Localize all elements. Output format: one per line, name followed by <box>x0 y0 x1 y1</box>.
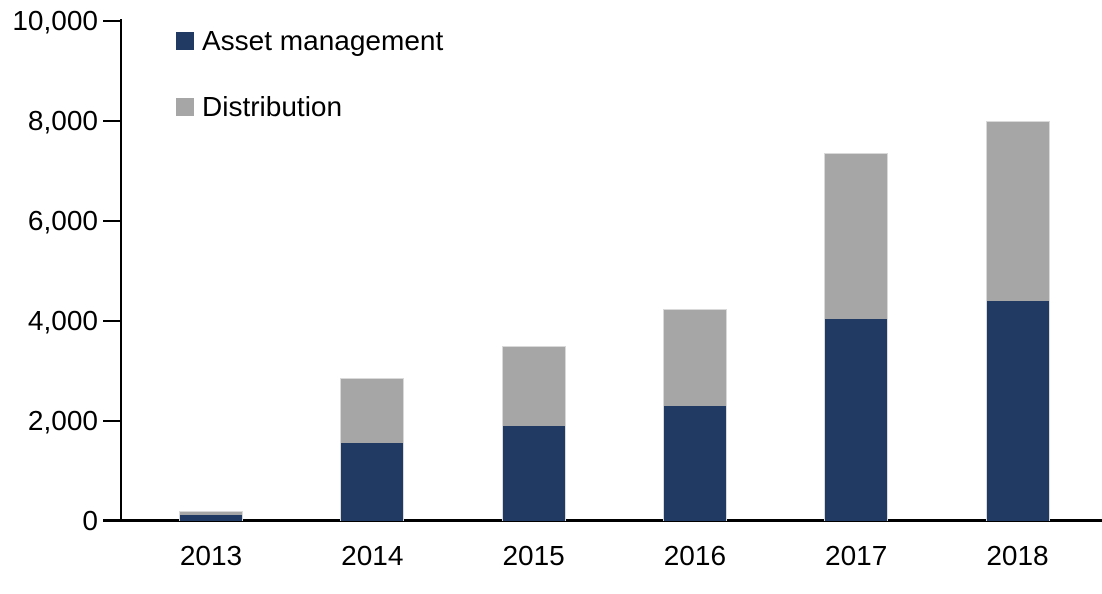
y-axis-tick <box>103 120 122 122</box>
bar-segment-asset-management-2013 <box>179 515 243 521</box>
legend-item-distribution: Distribution <box>176 93 342 121</box>
x-axis-label-2014: 2014 <box>341 540 404 571</box>
bar-segment-asset-management-2018 <box>985 300 1050 521</box>
x-axis-label-2016: 2016 <box>663 540 727 571</box>
x-axis-label-2015: 2015 <box>502 540 565 571</box>
x-axis-line <box>103 519 1102 522</box>
legend-item-asset-management: Asset management <box>176 27 443 55</box>
x-axis-label-2013: 2013 <box>179 540 243 571</box>
y-axis-tick <box>103 320 122 322</box>
bar-segment-asset-management-2017 <box>824 318 889 521</box>
y-axis-line <box>120 19 122 521</box>
y-axis-tick-label: 4,000 <box>27 305 98 336</box>
bar-segment-asset-management-2016 <box>662 405 727 521</box>
y-axis-tick <box>103 420 122 422</box>
x-axis-label-2017: 2017 <box>825 540 888 571</box>
y-axis-tick <box>103 20 122 22</box>
y-axis-tick-label: 10,000 <box>12 5 98 36</box>
x-axis-label-2018: 2018 <box>986 540 1049 571</box>
y-axis-tick <box>103 520 122 522</box>
legend-swatch-distribution <box>176 98 194 116</box>
legend-swatch-asset-management <box>176 32 194 50</box>
y-axis-tick-label: 2,000 <box>27 405 98 436</box>
y-axis-tick-label: 8,000 <box>27 105 98 136</box>
bar-segment-distribution-2013 <box>179 511 243 515</box>
bar-segment-distribution-2018 <box>985 121 1050 301</box>
bar-segment-distribution-2014 <box>340 377 405 443</box>
bar-segment-distribution-2015 <box>501 345 566 426</box>
legend-label-distribution: Distribution <box>202 91 343 122</box>
y-axis-tick-label: 6,000 <box>27 205 98 236</box>
bar-segment-distribution-2017 <box>824 152 889 319</box>
bar-segment-asset-management-2015 <box>501 426 566 521</box>
y-axis-tick-label: 0 <box>82 505 98 536</box>
bar-segment-distribution-2016 <box>662 308 727 406</box>
legend-label-asset-management: Asset management <box>202 25 444 56</box>
y-axis-tick <box>103 220 122 222</box>
bar-segment-asset-management-2014 <box>340 442 405 521</box>
